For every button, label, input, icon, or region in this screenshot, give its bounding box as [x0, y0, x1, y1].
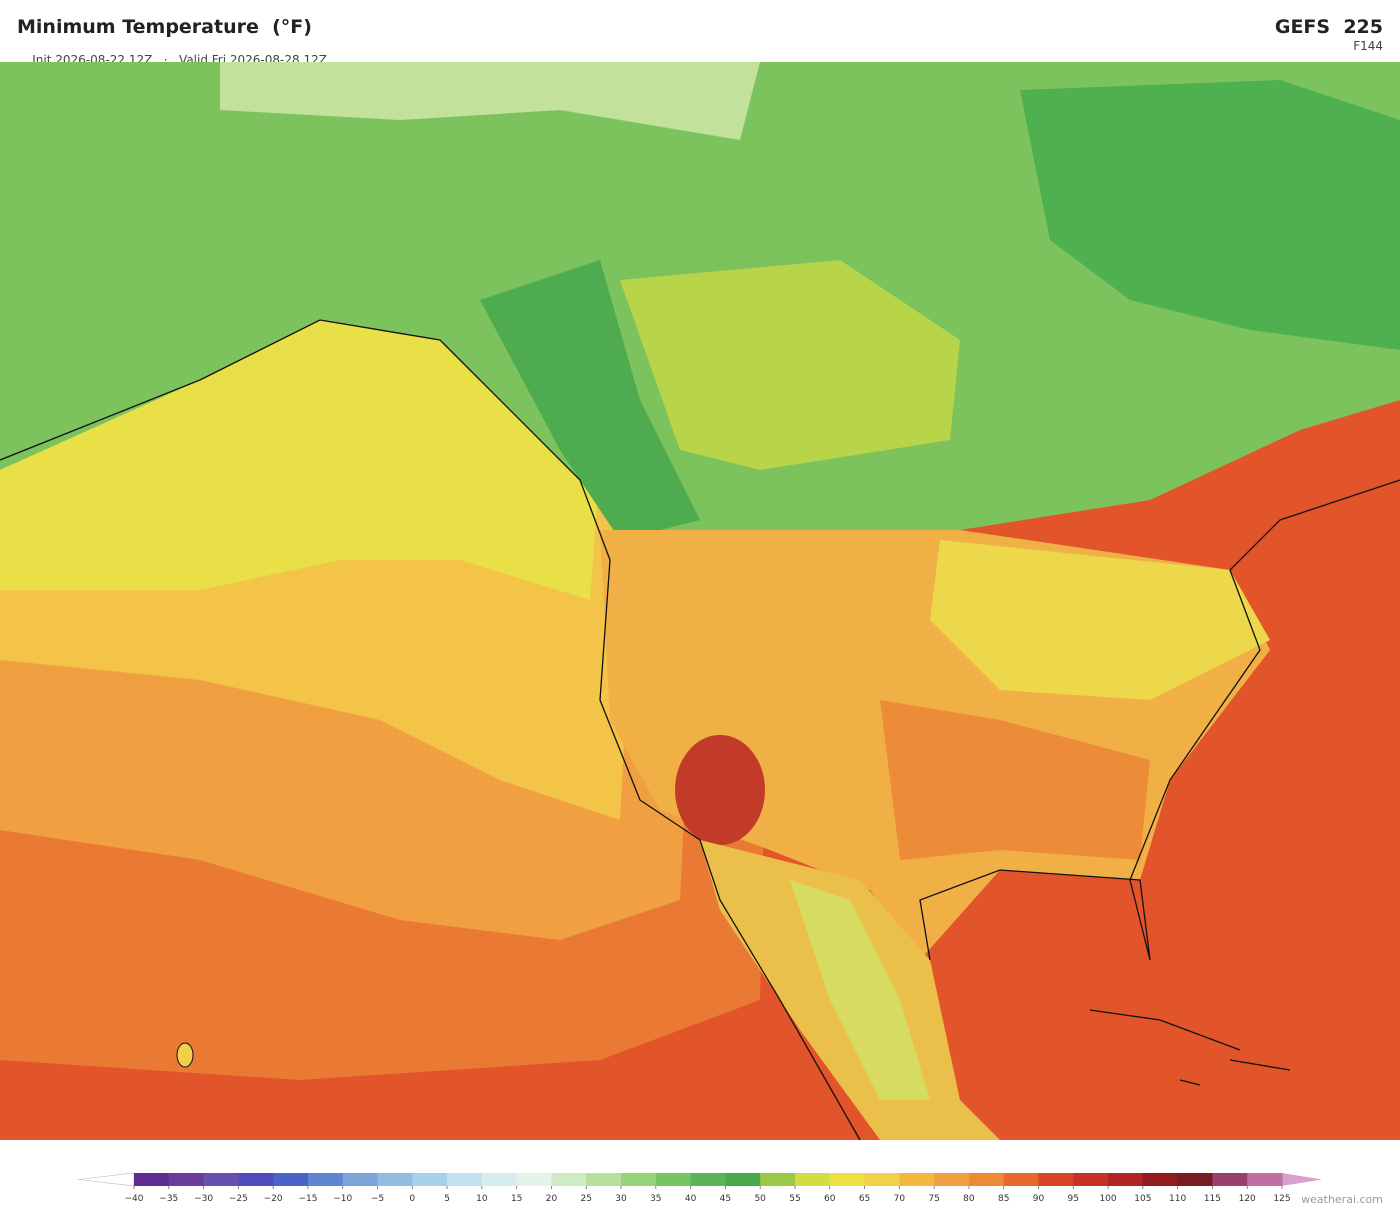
colorbar-label: 0	[409, 1194, 415, 1204]
colorbar-bin	[864, 1173, 900, 1186]
islands	[1089, 1009, 1291, 1086]
colorbar-bin	[968, 1173, 1005, 1186]
land-north	[1020, 80, 1400, 350]
colorbar-label: 95	[1068, 1194, 1079, 1204]
colorbar-bin	[760, 1173, 796, 1186]
colorbar-bin	[829, 1173, 866, 1186]
colorbar-label: 25	[581, 1194, 592, 1204]
land-us-north	[930, 540, 1270, 700]
colorbar-label: 75	[928, 1194, 939, 1204]
colorbar-label: 65	[859, 1194, 870, 1204]
colorbar-label: 115	[1204, 1194, 1221, 1204]
colorbar-label: −30	[194, 1194, 213, 1204]
colorbar-label: −20	[264, 1194, 283, 1204]
colorbar-bin	[447, 1173, 483, 1186]
colorbar-label: −40	[125, 1194, 144, 1204]
colorbar-label: 35	[650, 1194, 661, 1204]
colorbar-label: −35	[159, 1194, 178, 1204]
colorbar-label: 20	[546, 1194, 558, 1204]
colorbar-label: 90	[1033, 1194, 1045, 1204]
colorbar-label: −10	[333, 1194, 352, 1204]
colorbar: −40 −35 −30 −25 −20 −15 −10 −5 0 5 10 15 20 25 30 35 40 4…	[77, 1172, 1322, 1204]
colorbar-bin	[1177, 1173, 1213, 1186]
colorbar-bin	[168, 1173, 205, 1186]
colorbar-bin	[412, 1173, 448, 1186]
forecast-hour: F144	[1353, 39, 1383, 53]
colorbar-bin	[1003, 1173, 1039, 1186]
colorbar-label: −25	[229, 1194, 248, 1204]
colorbar-label: 15	[511, 1194, 522, 1204]
colorbar-bin	[1142, 1173, 1179, 1186]
map	[0, 62, 1400, 1140]
colorbar-label: 55	[789, 1194, 800, 1204]
land-north	[220, 62, 760, 140]
colorbar-bin	[342, 1173, 379, 1186]
colorbar-label: −15	[298, 1194, 317, 1204]
colorbar-label: 45	[720, 1194, 731, 1204]
colorbar-bin	[621, 1173, 657, 1186]
colorbar-bin	[551, 1173, 587, 1186]
colorbar-bin	[273, 1173, 309, 1186]
colorbar-label: −5	[371, 1194, 384, 1204]
colorbar-bin	[481, 1173, 518, 1186]
hot-spot	[675, 735, 765, 845]
coastline	[0, 319, 1400, 1140]
colorbar-bin	[516, 1173, 552, 1186]
land-north	[480, 260, 700, 540]
colorbar-bin	[934, 1173, 970, 1186]
colorbar-label: 110	[1169, 1194, 1186, 1204]
colorbar-bin	[655, 1173, 692, 1186]
colorbar-bin	[203, 1173, 239, 1186]
colorbar-label: 60	[824, 1194, 836, 1204]
colorbar-bin	[725, 1173, 761, 1186]
colorbar-label: 10	[476, 1194, 488, 1204]
colorbar-bin	[134, 1173, 170, 1186]
watermark: weatherai.com	[1301, 1193, 1383, 1206]
colorbar-bin	[1247, 1173, 1283, 1186]
colorbar-bin	[794, 1173, 831, 1186]
hawaii	[176, 1042, 194, 1068]
colorbar-bin	[238, 1173, 274, 1186]
colorbar-label: 105	[1134, 1194, 1151, 1204]
colorbar-label: 40	[685, 1194, 697, 1204]
land-mexico-highland	[790, 880, 930, 1100]
colorbar-label: 30	[615, 1194, 627, 1204]
colorbar-bin	[1108, 1173, 1144, 1186]
colorbar-bin	[586, 1173, 622, 1186]
colorbar-label: 70	[894, 1194, 906, 1204]
colorbar-bin	[307, 1173, 344, 1186]
colorbar-bin	[1212, 1173, 1248, 1186]
separator: ·	[163, 53, 168, 67]
colorbar-bin	[1073, 1173, 1109, 1186]
colorbar-label: 5	[444, 1194, 450, 1204]
colorbar-bin	[377, 1173, 413, 1186]
colorbar-label: 120	[1239, 1194, 1256, 1204]
model-label: GEFS 225	[1274, 16, 1383, 38]
title: Minimum Temperature (°F)	[17, 16, 312, 38]
colorbar-under	[77, 1172, 135, 1187]
colorbar-over	[1282, 1173, 1322, 1186]
colorbar-label: 50	[754, 1194, 766, 1204]
colorbar-label: 80	[963, 1194, 975, 1204]
colorbar-bin	[899, 1173, 935, 1186]
colorbar-label: 85	[998, 1194, 1009, 1204]
colorbar-label: 100	[1099, 1194, 1116, 1204]
colorbar-bin	[690, 1173, 726, 1186]
land-us-south	[880, 700, 1150, 860]
land-prairie	[620, 260, 960, 470]
colorbar-bin	[1038, 1173, 1074, 1186]
colorbar-label: 125	[1273, 1194, 1290, 1204]
